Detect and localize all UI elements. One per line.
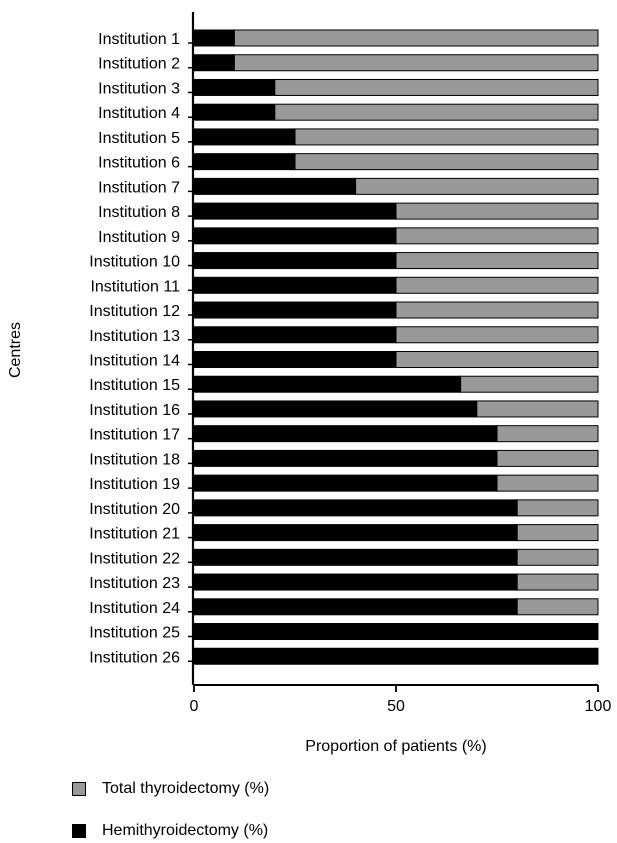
category-label: Institution 22 [89, 550, 180, 567]
category-label: Institution 17 [89, 427, 180, 444]
bar-total-thyroidectomy [233, 54, 599, 72]
category-label: Institution 9 [98, 229, 180, 246]
category-label: Institution 8 [98, 204, 180, 221]
bar-total-thyroidectomy [294, 153, 599, 171]
bar-hemithyroidectomy [193, 598, 518, 616]
category-label: Institution 10 [89, 254, 180, 271]
bar-hemithyroidectomy [193, 54, 235, 72]
bar-total-thyroidectomy [496, 474, 599, 492]
bar-hemithyroidectomy [193, 400, 478, 418]
category-label: Institution 21 [89, 526, 180, 543]
category-labels: Institution 1 Institution 2 Institution 3 I… [89, 31, 194, 666]
bar-hemithyroidectomy [193, 573, 518, 591]
x-tick-label: 100 [585, 698, 612, 715]
bar-hemithyroidectomy [193, 227, 397, 245]
x-tick-label: 50 [387, 698, 405, 715]
bar-total-thyroidectomy [476, 400, 599, 418]
bar-total-thyroidectomy [516, 573, 599, 591]
bar-hemithyroidectomy [193, 301, 397, 319]
category-label: Institution 12 [89, 303, 180, 320]
category-label: Institution 4 [98, 105, 180, 122]
bar-hemithyroidectomy [193, 375, 462, 393]
bar-hemithyroidectomy [193, 326, 397, 344]
bar-hemithyroidectomy [193, 177, 357, 195]
category-label: Institution 1 [98, 31, 180, 48]
category-label: Institution 19 [89, 476, 180, 493]
bar-hemithyroidectomy [193, 449, 498, 467]
legend-label-total: Total thyroidectomy (%) [102, 780, 270, 797]
category-label: Institution 13 [89, 328, 180, 345]
bar-total-thyroidectomy [516, 499, 599, 517]
bar-hemithyroidectomy [193, 202, 397, 220]
legend-swatch-hemi [72, 824, 86, 838]
category-label: Institution 7 [98, 179, 180, 196]
bar-hemithyroidectomy [193, 524, 518, 542]
bar-total-thyroidectomy [395, 252, 599, 270]
bar-hemithyroidectomy [193, 350, 397, 368]
category-label: Institution 6 [98, 155, 180, 172]
bar-total-thyroidectomy [516, 524, 599, 542]
bar-total-thyroidectomy [395, 301, 599, 319]
bars-group [193, 29, 599, 665]
bar-hemithyroidectomy [193, 623, 599, 641]
bar-total-thyroidectomy [395, 276, 599, 294]
x-axis-title: Proportion of patients (%) [305, 738, 486, 755]
category-label: Institution 20 [89, 501, 180, 518]
bar-total-thyroidectomy [274, 103, 599, 121]
bar-total-thyroidectomy [496, 449, 599, 467]
bar-total-thyroidectomy [395, 350, 599, 368]
bar-total-thyroidectomy [395, 326, 599, 344]
category-label: Institution 2 [98, 56, 180, 73]
bar-hemithyroidectomy [193, 78, 276, 96]
category-label: Institution 25 [89, 625, 180, 642]
bar-hemithyroidectomy [193, 548, 518, 566]
bar-hemithyroidectomy [193, 425, 498, 443]
x-ticks: 0 50 100 [190, 685, 612, 715]
legend-item-total: Total thyroidectomy (%) [72, 780, 269, 798]
bar-total-thyroidectomy [496, 425, 599, 443]
bar-hemithyroidectomy [193, 499, 518, 517]
legend-label-hemi: Hemithyroidectomy (%) [102, 822, 269, 839]
bar-hemithyroidectomy [193, 647, 599, 665]
bar-hemithyroidectomy [193, 128, 296, 146]
bar-total-thyroidectomy [516, 548, 599, 566]
category-label: Institution 5 [98, 130, 180, 147]
category-label: Institution 23 [89, 575, 180, 592]
bar-total-thyroidectomy [274, 78, 599, 96]
bar-hemithyroidectomy [193, 29, 235, 47]
y-axis-title: Centres [7, 322, 24, 378]
legend-item-hemi: Hemithyroidectomy (%) [72, 822, 268, 840]
category-label: Institution 11 [90, 278, 180, 295]
bar-hemithyroidectomy [193, 276, 397, 294]
bar-total-thyroidectomy [460, 375, 599, 393]
category-label: Institution 14 [89, 352, 180, 369]
category-label: Institution 26 [89, 649, 180, 666]
bar-total-thyroidectomy [516, 598, 599, 616]
bar-total-thyroidectomy [395, 202, 599, 220]
legend-swatch-total [72, 782, 86, 796]
category-label: Institution 16 [89, 402, 180, 419]
category-label: Institution 15 [89, 377, 180, 394]
category-label: Institution 24 [89, 600, 180, 617]
bar-hemithyroidectomy [193, 252, 397, 270]
bar-total-thyroidectomy [294, 128, 599, 146]
category-label: Institution 3 [98, 80, 180, 97]
bar-total-thyroidectomy [233, 29, 599, 47]
bar-hemithyroidectomy [193, 103, 276, 121]
bar-total-thyroidectomy [355, 177, 599, 195]
bar-total-thyroidectomy [395, 227, 599, 245]
bar-hemithyroidectomy [193, 474, 498, 492]
bar-hemithyroidectomy [193, 153, 296, 171]
x-tick-label: 0 [190, 698, 199, 715]
category-label: Institution 18 [89, 451, 180, 468]
stacked-bar-chart: Institution 1 Institution 2 Institution 3 I… [7, 12, 612, 755]
